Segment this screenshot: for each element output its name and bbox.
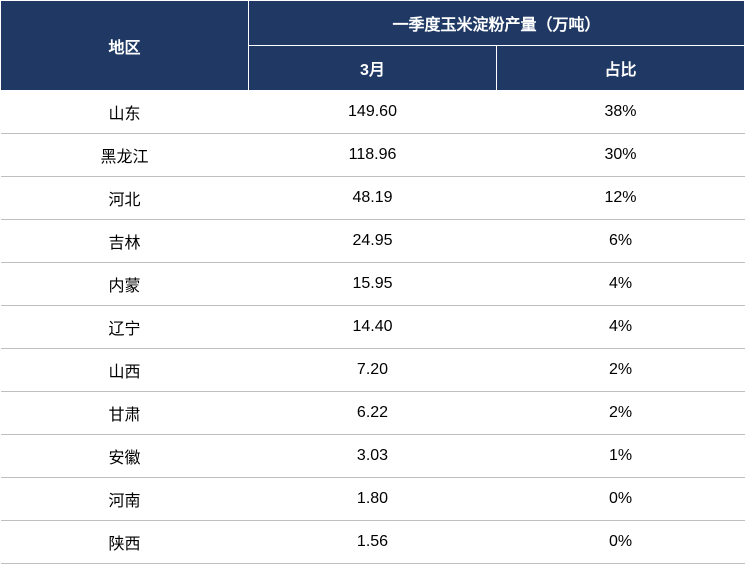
table-row: 河南1.800% xyxy=(1,478,745,521)
value-cell: 24.95 xyxy=(249,220,497,263)
region-cell: 山东 xyxy=(1,91,249,134)
value-cell: 149.60 xyxy=(249,91,497,134)
table-row: 吉林24.956% xyxy=(1,220,745,263)
region-column-header: 地区 xyxy=(1,1,249,91)
value-cell: 6.22 xyxy=(249,392,497,435)
table-row: 黑龙江118.9630% xyxy=(1,134,745,177)
value-cell: 118.96 xyxy=(249,134,497,177)
percentage-column-header: 占比 xyxy=(497,46,745,91)
value-cell: 15.95 xyxy=(249,263,497,306)
production-table: 地区 一季度玉米淀粉产量（万吨） 3月 占比 山东149.6038%黑龙江118… xyxy=(0,0,745,564)
header-row-1: 地区 一季度玉米淀粉产量（万吨） xyxy=(1,1,745,46)
table-header: 地区 一季度玉米淀粉产量（万吨） 3月 占比 xyxy=(1,1,745,91)
percentage-cell: 4% xyxy=(497,263,745,306)
table-row: 甘肃6.222% xyxy=(1,392,745,435)
table-row: 河北48.1912% xyxy=(1,177,745,220)
table-row: 山西7.202% xyxy=(1,349,745,392)
percentage-cell: 2% xyxy=(497,392,745,435)
percentage-cell: 6% xyxy=(497,220,745,263)
value-cell: 1.56 xyxy=(249,521,497,564)
table-row: 内蒙15.954% xyxy=(1,263,745,306)
percentage-cell: 2% xyxy=(497,349,745,392)
region-cell: 吉林 xyxy=(1,220,249,263)
value-column-header: 3月 xyxy=(249,46,497,91)
main-column-header: 一季度玉米淀粉产量（万吨） xyxy=(249,1,745,46)
region-cell: 甘肃 xyxy=(1,392,249,435)
region-cell: 河南 xyxy=(1,478,249,521)
percentage-cell: 30% xyxy=(497,134,745,177)
region-cell: 河北 xyxy=(1,177,249,220)
percentage-cell: 0% xyxy=(497,478,745,521)
value-cell: 3.03 xyxy=(249,435,497,478)
percentage-cell: 38% xyxy=(497,91,745,134)
table-row: 陕西1.560% xyxy=(1,521,745,564)
region-cell: 辽宁 xyxy=(1,306,249,349)
value-cell: 14.40 xyxy=(249,306,497,349)
region-cell: 山西 xyxy=(1,349,249,392)
percentage-cell: 1% xyxy=(497,435,745,478)
value-cell: 1.80 xyxy=(249,478,497,521)
region-cell: 安徽 xyxy=(1,435,249,478)
table-body: 山东149.6038%黑龙江118.9630%河北48.1912%吉林24.95… xyxy=(1,91,745,564)
table-row: 山东149.6038% xyxy=(1,91,745,134)
region-cell: 黑龙江 xyxy=(1,134,249,177)
percentage-cell: 12% xyxy=(497,177,745,220)
region-cell: 陕西 xyxy=(1,521,249,564)
value-cell: 7.20 xyxy=(249,349,497,392)
percentage-cell: 4% xyxy=(497,306,745,349)
percentage-cell: 0% xyxy=(497,521,745,564)
region-cell: 内蒙 xyxy=(1,263,249,306)
table-row: 安徽3.031% xyxy=(1,435,745,478)
table-row: 辽宁14.404% xyxy=(1,306,745,349)
value-cell: 48.19 xyxy=(249,177,497,220)
production-table-container: 地区 一季度玉米淀粉产量（万吨） 3月 占比 山东149.6038%黑龙江118… xyxy=(0,0,745,564)
